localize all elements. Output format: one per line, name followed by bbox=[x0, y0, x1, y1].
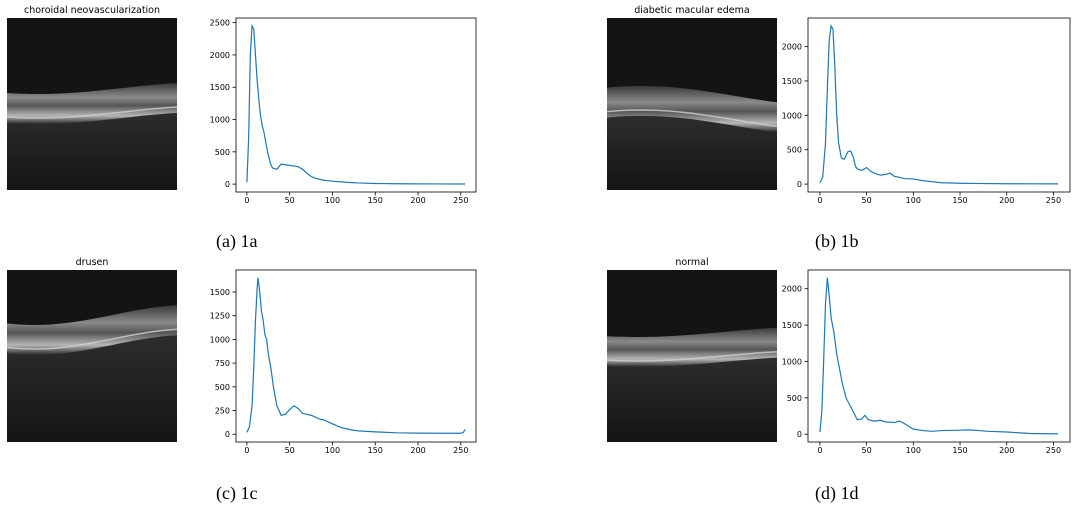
y-tick-label: 2000 bbox=[210, 51, 230, 60]
histogram-line bbox=[247, 26, 465, 184]
x-tick-label: 150 bbox=[952, 446, 967, 455]
x-tick-label: 150 bbox=[368, 196, 383, 205]
x-tick-label: 150 bbox=[952, 196, 967, 205]
x-tick-label: 250 bbox=[453, 196, 468, 205]
x-tick-label: 200 bbox=[410, 196, 425, 205]
y-tick-label: 2500 bbox=[210, 19, 230, 28]
y-tick-label: 0 bbox=[797, 430, 802, 439]
y-tick-label: 1500 bbox=[210, 83, 230, 92]
plot-frame bbox=[808, 270, 1070, 442]
x-tick-label: 200 bbox=[999, 196, 1014, 205]
oct-image bbox=[7, 18, 177, 190]
oct-image bbox=[607, 270, 777, 442]
y-tick-label: 2000 bbox=[782, 43, 802, 52]
y-tick-label: 0 bbox=[225, 180, 230, 189]
caption: (b) 1b bbox=[815, 231, 859, 252]
histogram-line bbox=[820, 278, 1058, 434]
x-tick-label: 100 bbox=[325, 196, 340, 205]
x-tick-label: 50 bbox=[862, 196, 872, 205]
oct-image bbox=[7, 270, 177, 442]
x-tick-label: 50 bbox=[285, 196, 295, 205]
x-tick-label: 200 bbox=[999, 446, 1014, 455]
y-tick-label: 500 bbox=[787, 146, 802, 155]
x-tick-label: 50 bbox=[285, 446, 295, 455]
y-tick-label: 1500 bbox=[782, 321, 802, 330]
y-tick-label: 1500 bbox=[210, 288, 230, 297]
y-tick-label: 1000 bbox=[782, 357, 802, 366]
y-tick-label: 500 bbox=[215, 383, 230, 392]
x-tick-label: 0 bbox=[817, 446, 822, 455]
histogram-line bbox=[247, 278, 465, 434]
x-tick-label: 0 bbox=[244, 446, 249, 455]
y-tick-label: 500 bbox=[787, 394, 802, 403]
caption: (c) 1c bbox=[216, 483, 257, 504]
caption: (d) 1d bbox=[815, 483, 859, 504]
x-tick-label: 0 bbox=[817, 196, 822, 205]
x-tick-label: 250 bbox=[1046, 196, 1061, 205]
y-tick-label: 1500 bbox=[782, 77, 802, 86]
retina-shadow bbox=[607, 358, 777, 442]
image-title: drusen bbox=[76, 257, 109, 268]
image-title: diabetic macular edema bbox=[634, 5, 749, 16]
plot-frame bbox=[808, 18, 1070, 192]
y-tick-label: 500 bbox=[215, 148, 230, 157]
image-title: normal bbox=[675, 257, 708, 268]
figure: choroidal neovascularization 0 50 100 150 200… bbox=[0, 0, 1073, 508]
x-tick-label: 100 bbox=[906, 446, 921, 455]
y-tick-label: 0 bbox=[225, 430, 230, 439]
y-tick-label: 0 bbox=[797, 180, 802, 189]
x-tick-label: 200 bbox=[410, 446, 425, 455]
retina-shadow bbox=[7, 113, 177, 190]
y-tick-label: 750 bbox=[215, 359, 230, 368]
oct-image bbox=[607, 18, 777, 190]
x-tick-label: 0 bbox=[244, 196, 249, 205]
y-tick-label: 1000 bbox=[782, 111, 802, 120]
y-tick-label: 1250 bbox=[210, 312, 230, 321]
x-tick-label: 250 bbox=[1046, 446, 1061, 455]
y-tick-label: 250 bbox=[215, 407, 230, 416]
y-tick-label: 2000 bbox=[782, 285, 802, 294]
x-tick-label: 50 bbox=[862, 446, 872, 455]
caption: (a) 1a bbox=[216, 231, 257, 252]
x-tick-label: 100 bbox=[325, 446, 340, 455]
y-tick-label: 1000 bbox=[210, 335, 230, 344]
x-tick-label: 150 bbox=[368, 446, 383, 455]
histogram-line bbox=[820, 26, 1058, 184]
x-tick-label: 100 bbox=[906, 196, 921, 205]
y-tick-label: 1000 bbox=[210, 116, 230, 125]
x-tick-label: 250 bbox=[453, 446, 468, 455]
image-title: choroidal neovascularization bbox=[24, 5, 160, 16]
plot-frame bbox=[236, 270, 476, 442]
